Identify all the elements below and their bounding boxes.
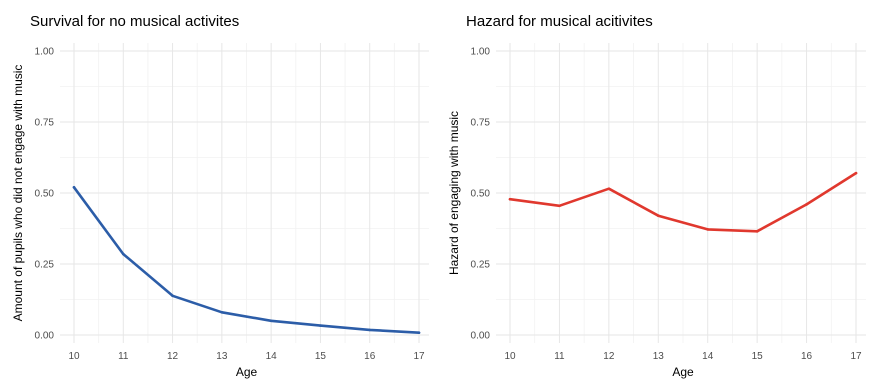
- data-point: [706, 228, 710, 231]
- x-tick-label: 17: [413, 351, 425, 362]
- data-point: [656, 214, 660, 218]
- data-point: [72, 186, 76, 189]
- data-point: [508, 197, 512, 201]
- data-point: [417, 331, 421, 335]
- y-tick-label: 1.00: [471, 47, 491, 58]
- y-tick-label: 0.50: [35, 189, 55, 200]
- hazard-panel: 0.00 0.25 0.50 0.75 1.00 10 11 12 13 14 15 16 17 Haza…: [447, 13, 866, 379]
- x-tick-label: 15: [752, 351, 764, 362]
- chart-title: Survival for no musical activites: [30, 13, 239, 30]
- series-line: [508, 171, 858, 233]
- y-tick-label: 0.75: [471, 118, 491, 129]
- data-point: [854, 171, 858, 175]
- x-tick-label: 12: [603, 351, 615, 362]
- y-tick-label: 1.00: [35, 47, 55, 58]
- data-point: [805, 203, 808, 206]
- x-axis-label: Age: [236, 365, 258, 379]
- x-tick-label: 10: [68, 351, 80, 362]
- x-tick-label: 14: [702, 351, 714, 362]
- x-tick-label: 11: [118, 351, 129, 362]
- y-tick-label: 0.00: [471, 331, 491, 342]
- x-tick-label: 12: [167, 351, 179, 362]
- series-line: [72, 186, 421, 335]
- x-tick-label: 14: [266, 351, 278, 362]
- data-point: [121, 252, 125, 256]
- data-point: [220, 310, 224, 314]
- y-tick-label: 0.25: [471, 260, 491, 271]
- y-tick-label: 0.00: [35, 331, 55, 342]
- y-axis-label: Amount of pupils who did not engage with…: [11, 65, 25, 322]
- x-tick-label: 16: [364, 351, 376, 362]
- x-tick-label: 13: [653, 351, 665, 362]
- x-tick-label: 16: [801, 351, 813, 362]
- x-tick-label: 11: [554, 351, 565, 362]
- data-point: [558, 204, 561, 208]
- y-tick-label: 0.25: [35, 260, 55, 271]
- data-point: [755, 230, 759, 233]
- chart-title: Hazard for musical acitivites: [466, 13, 653, 30]
- x-tick-label: 17: [850, 351, 862, 362]
- x-tick-label: 10: [504, 351, 516, 362]
- x-tick-label: 13: [216, 351, 228, 362]
- data-point: [607, 187, 611, 191]
- y-tick-label: 0.50: [471, 189, 491, 200]
- survival-panel: 0.00 0.25 0.50 0.75 1.00 10 11 12 13 14 15 16 17 Surv…: [11, 13, 429, 379]
- data-point: [269, 319, 273, 323]
- data-point: [319, 324, 322, 327]
- y-axis-label: Hazard of engaging with music: [447, 111, 461, 275]
- x-axis-label: Age: [672, 365, 694, 379]
- data-point: [171, 294, 174, 298]
- data-point: [368, 328, 372, 332]
- y-tick-label: 0.75: [35, 118, 55, 129]
- x-tick-label: 15: [315, 351, 327, 362]
